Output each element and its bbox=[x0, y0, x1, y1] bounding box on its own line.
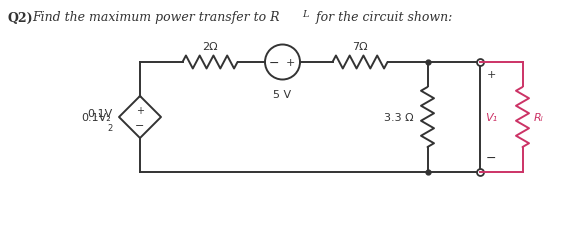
Text: Find the maximum power transfer to R: Find the maximum power transfer to R bbox=[32, 11, 280, 24]
Text: +: + bbox=[486, 70, 496, 80]
Text: 0.1V: 0.1V bbox=[87, 109, 112, 119]
Text: V₁: V₁ bbox=[485, 113, 497, 122]
Text: −: − bbox=[269, 56, 279, 69]
Text: −: − bbox=[135, 121, 145, 131]
Text: 7Ω: 7Ω bbox=[352, 42, 368, 52]
Text: Rₗ: Rₗ bbox=[533, 113, 543, 122]
Text: 2: 2 bbox=[107, 123, 112, 132]
Text: Q2): Q2) bbox=[7, 11, 33, 24]
Text: +: + bbox=[136, 106, 144, 116]
Text: +: + bbox=[286, 58, 295, 68]
Text: −: − bbox=[486, 151, 497, 164]
Text: 0.1V₂: 0.1V₂ bbox=[81, 113, 111, 122]
Text: 5 V: 5 V bbox=[274, 89, 291, 99]
Text: 3.3 Ω: 3.3 Ω bbox=[384, 113, 414, 122]
Text: 2Ω: 2Ω bbox=[202, 42, 218, 52]
Text: for the circuit shown:: for the circuit shown: bbox=[313, 11, 453, 24]
Text: L: L bbox=[302, 10, 309, 20]
